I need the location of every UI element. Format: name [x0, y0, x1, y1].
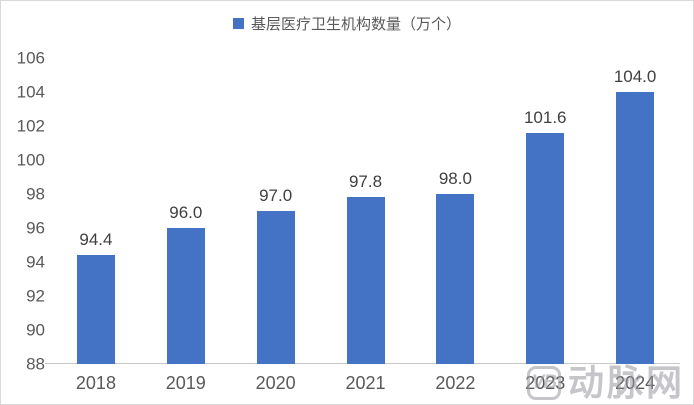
bar-column: 96.0 [141, 58, 231, 364]
bar [166, 228, 205, 364]
y-tick-label: 96 [26, 218, 45, 238]
x-tick-label: 2022 [435, 373, 476, 393]
bar-column: 98.0 [410, 58, 500, 364]
bar-value-label: 101.6 [523, 107, 567, 127]
plot-area: 94.4 96.0 97.0 97.8 98.0 101.6 104.0 [45, 58, 680, 364]
x-tick-label: 2023 [525, 373, 566, 393]
bar-value-label: 94.4 [79, 230, 113, 250]
bar-column: 97.8 [321, 58, 411, 364]
bar [76, 255, 115, 364]
y-axis: 88 90 92 94 96 98 100 102 104 106 [1, 50, 45, 373]
bar [346, 197, 385, 364]
bar-value-label: 97.0 [259, 186, 293, 205]
bar [616, 92, 655, 364]
y-tick-label: 104 [16, 82, 45, 102]
y-tick-label: 102 [16, 116, 45, 136]
y-tick-label: 98 [26, 184, 45, 204]
x-tick-label: 2020 [255, 373, 296, 393]
x-tick-label: 2019 [165, 373, 206, 393]
bar-column: 104.0 [590, 58, 680, 364]
x-axis: 2018 2019 2020 2021 2022 2023 2024 [51, 371, 680, 395]
y-tick-label: 106 [16, 48, 45, 68]
bar-value-label: 98.0 [438, 169, 472, 188]
bar [526, 132, 565, 364]
legend-label: 基层医疗卫生机构数量（万个） [250, 16, 461, 33]
bar-column: 97.0 [231, 58, 321, 364]
y-tick-label: 100 [16, 150, 45, 170]
x-tick-label: 2021 [345, 373, 386, 393]
bar-column: 94.4 [51, 58, 141, 364]
bar [436, 194, 475, 364]
x-tick-label: 2024 [615, 373, 656, 393]
bar-value-label: 104.0 [613, 67, 657, 87]
y-tick-label: 92 [26, 286, 45, 306]
x-tick-label: 2018 [75, 373, 116, 393]
y-tick-label: 88 [26, 354, 45, 374]
bar-value-label: 96.0 [169, 203, 203, 223]
bar-column: 101.6 [500, 58, 590, 364]
legend-swatch-icon [232, 18, 244, 29]
bar-value-label: 97.8 [348, 172, 383, 192]
legend: 基层医疗卫生机构数量（万个） [1, 13, 693, 34]
y-tick-label: 94 [26, 252, 45, 272]
bar [256, 211, 295, 364]
y-tick-label: 90 [26, 320, 45, 340]
